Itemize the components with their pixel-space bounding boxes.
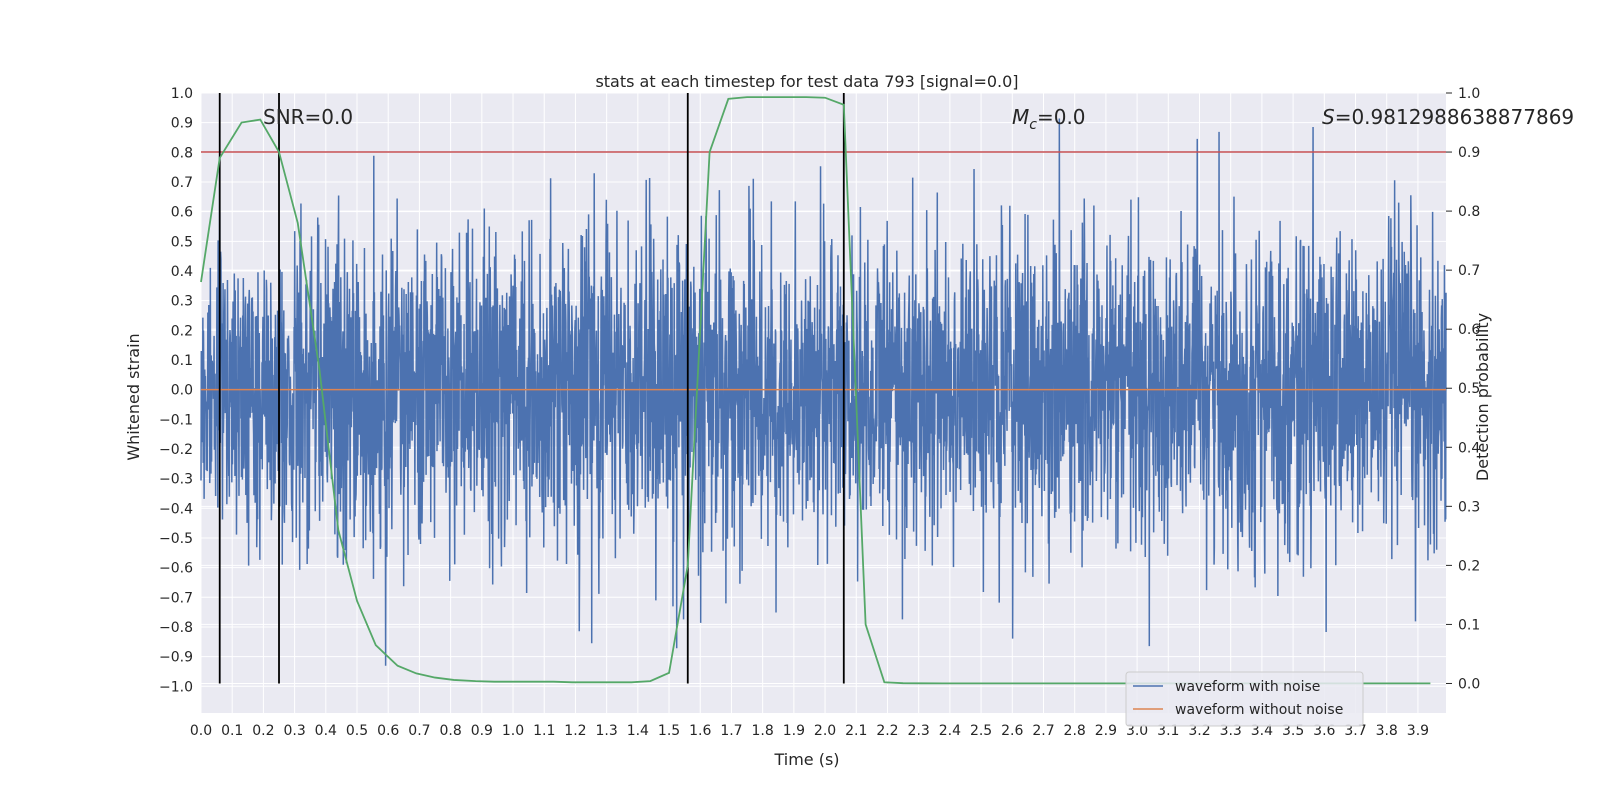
legend-label-noise: waveform with noise (1175, 679, 1320, 695)
x-tick-label: 1.0 (502, 723, 524, 739)
x-tick-label: 2.6 (1001, 723, 1023, 739)
y-tick-label: 0.3 (171, 294, 193, 310)
x-tick-label: 2.7 (1032, 723, 1054, 739)
x-tick-label: 0.7 (408, 723, 430, 739)
x-tick-label: 0.5 (346, 723, 368, 739)
x-tick-label: 0.2 (252, 723, 274, 739)
x-tick-label: 3.4 (1251, 723, 1273, 739)
y2-tick-label: 0.8 (1458, 204, 1480, 220)
y2-tick-label: 0.9 (1458, 145, 1480, 161)
y2-tick-label: 0.4 (1458, 440, 1480, 456)
y-axis-label: Whitened strain (124, 333, 143, 460)
y-tick-label: 0.0 (171, 383, 193, 399)
x-axis-label: Time (s) (773, 750, 839, 769)
score-value: =0.9812988638877869 (1335, 105, 1574, 129)
y-tick-label: 0.4 (171, 264, 193, 280)
chart-title: stats at each timestep for test data 793… (595, 72, 1018, 91)
y2-axis-label: Detection probability (1473, 313, 1492, 481)
x-tick-label: 3.1 (1157, 723, 1179, 739)
y-tick-label: 0.2 (171, 323, 193, 339)
y2-tick-label: 0.7 (1458, 263, 1480, 279)
x-tick-label: 3.2 (1188, 723, 1210, 739)
x-tick-label: 1.7 (720, 723, 742, 739)
y-axis-ticks: 1.0 0.9 0.8 0.7 0.6 0.5 0.4 0.3 0.2 0.1 0.0 −0.1 −0.… (159, 86, 193, 695)
legend: waveform with noise waveform without noi… (1125, 671, 1364, 727)
y-tick-label: −0.6 (159, 561, 193, 577)
chirp-mass-value: =0.0 (1037, 105, 1086, 129)
x-tick-label: 2.8 (1064, 723, 1086, 739)
x-tick-label: 0.0 (190, 723, 212, 739)
y-tick-label: 0.5 (171, 234, 193, 250)
x-tick-label: 0.4 (315, 723, 337, 739)
y-tick-label: −0.3 (159, 472, 193, 488)
x-tick-label: 3.9 (1407, 723, 1429, 739)
x-tick-label: 2.9 (1095, 723, 1117, 739)
x-tick-label: 2.2 (876, 723, 898, 739)
x-axis-ticks: 0.0 0.1 0.2 0.3 0.4 0.5 0.6 0.7 0.8 0.9 1.0 1.1 1.2 1… (190, 723, 1429, 739)
y-tick-label: 0.6 (171, 205, 193, 221)
x-tick-label: 3.6 (1313, 723, 1335, 739)
vertical-markers (218, 93, 845, 684)
y2-tick-label: 0.0 (1458, 676, 1480, 692)
score-symbol: S (1322, 105, 1335, 129)
y-tick-label: −0.5 (159, 531, 193, 547)
x-tick-label: 1.3 (596, 723, 618, 739)
x-tick-label: 1.2 (564, 723, 586, 739)
y-tick-label: −0.8 (159, 620, 193, 636)
x-tick-label: 1.5 (658, 723, 680, 739)
x-tick-label: 1.8 (752, 723, 774, 739)
y-tick-label: 1.0 (171, 86, 193, 102)
x-tick-label: 1.6 (689, 723, 711, 739)
x-tick-label: 3.0 (1126, 723, 1148, 739)
y-tick-label: 0.1 (171, 353, 193, 369)
chirp-mass-annotation: Mc=0.0 (1012, 105, 1086, 133)
y-tick-label: 0.8 (171, 145, 193, 161)
y2-tick-label: 0.2 (1458, 558, 1480, 574)
y2-tick-label: 0.3 (1458, 499, 1480, 515)
x-tick-label: 3.3 (1220, 723, 1242, 739)
x-tick-label: 2.4 (939, 723, 961, 739)
y2-tick-label: 0.6 (1458, 322, 1480, 338)
chirp-mass-subscript: c (1029, 117, 1037, 133)
y-tick-label: −0.2 (159, 442, 193, 458)
y-tick-label: −0.7 (159, 590, 193, 606)
x-tick-label: 1.9 (783, 723, 805, 739)
y2-tick-label: 0.1 (1458, 617, 1480, 633)
x-tick-label: 2.5 (970, 723, 992, 739)
legend-box (1125, 671, 1364, 727)
x-tick-label: 0.8 (439, 723, 461, 739)
x-tick-label: 1.4 (627, 723, 649, 739)
x-tick-label: 2.0 (814, 723, 836, 739)
x-tick-label: 3.8 (1376, 723, 1398, 739)
y-tick-label: −0.1 (159, 412, 193, 428)
y-tick-label: 0.7 (171, 175, 193, 191)
x-tick-label: 2.1 (845, 723, 867, 739)
y-tick-label: −1.0 (159, 679, 193, 695)
y2-tick-label: 1.0 (1458, 86, 1480, 102)
x-tick-label: 1.1 (533, 723, 555, 739)
y-tick-label: 0.9 (171, 116, 193, 132)
x-tick-label: 0.1 (221, 723, 243, 739)
score-annotation: S=0.9812988638877869 (1322, 105, 1574, 129)
legend-label-clean: waveform without noise (1175, 702, 1343, 718)
x-tick-label: 2.3 (908, 723, 930, 739)
x-tick-label: 3.7 (1344, 723, 1366, 739)
snr-annotation: SNR=0.0 (263, 105, 353, 129)
x-tick-label: 0.3 (283, 723, 305, 739)
x-tick-label: 0.9 (471, 723, 493, 739)
y-tick-label: −0.9 (159, 650, 193, 666)
y-tick-label: −0.4 (159, 501, 193, 517)
x-tick-label: 0.6 (377, 723, 399, 739)
y2-axis-ticks: 1.0 0.9 0.8 0.7 0.6 0.5 0.4 0.3 0.2 0.1 0.0 (1446, 86, 1480, 692)
y2-tick-label: 0.5 (1458, 381, 1480, 397)
x-tick-label: 3.5 (1282, 723, 1304, 739)
chirp-mass-symbol: M (1012, 105, 1029, 129)
